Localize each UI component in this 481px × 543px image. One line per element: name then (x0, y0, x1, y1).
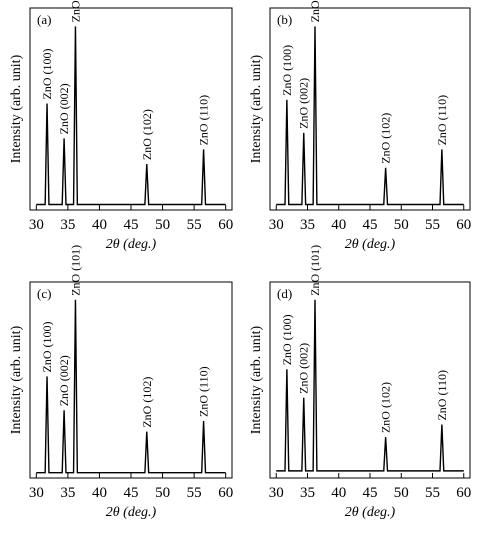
x-tick-label: 45 (363, 217, 378, 233)
x-tick-label: 40 (331, 485, 346, 501)
peak-label: ZnO (101) (308, 245, 322, 296)
x-tick-label: 60 (456, 485, 471, 501)
panel-label: (d) (277, 286, 292, 301)
x-tick-label: 30 (29, 217, 44, 233)
xrd-line (276, 299, 464, 472)
panel-label: (c) (37, 286, 51, 301)
peak-label: ZnO (102) (379, 113, 393, 164)
peak-label: ZnO (102) (140, 109, 154, 160)
xrd-line (36, 26, 226, 206)
x-tick-label: 50 (394, 485, 409, 501)
peak-label: ZnO (002) (57, 355, 71, 406)
x-axis-label: 2θ (deg.) (106, 505, 157, 520)
x-tick-label: 45 (124, 485, 139, 501)
x-tick-label: 50 (155, 217, 170, 233)
x-tick-label: 55 (187, 217, 202, 233)
x-tick-label: 55 (425, 217, 440, 233)
x-tick-label: 60 (218, 217, 233, 233)
peak-label: ZnO (101) (308, 0, 322, 22)
peak-label: ZnO (102) (140, 377, 154, 428)
x-tick-label: 35 (300, 485, 315, 501)
y-axis-label: Intensity (arb. unit) (9, 325, 24, 434)
peak-label: ZnO (102) (379, 382, 393, 433)
x-tick-label: 40 (331, 217, 346, 233)
x-tick-label: 60 (218, 485, 233, 501)
panel: 30 35 40 45 50 55 60 2θ (deg.) Intensity (arb. u… (9, 245, 233, 520)
x-axis-label: 2θ (deg.) (345, 237, 396, 252)
panel: 30 35 40 45 50 55 60 2θ (deg.) Intensity (arb. u… (9, 0, 233, 252)
peak-label: ZnO (110) (197, 95, 211, 146)
x-tick-label: 30 (269, 217, 284, 233)
x-tick-label: 40 (92, 485, 107, 501)
y-axis-label: Intensity (arb. unit) (249, 54, 264, 163)
x-tick-label: 50 (394, 217, 409, 233)
peak-label: ZnO (100) (280, 314, 294, 365)
x-axis-label: 2θ (deg.) (345, 505, 396, 520)
x-tick-label: 60 (456, 217, 471, 233)
peak-label: ZnO (110) (197, 366, 211, 417)
peak-label: ZnO (101) (68, 245, 82, 296)
x-tick-label: 35 (300, 217, 315, 233)
x-tick-label: 50 (155, 485, 170, 501)
peak-label: ZnO (002) (57, 83, 71, 134)
peak-label: ZnO (100) (40, 321, 54, 372)
panel: 30 35 40 45 50 55 60 2θ (deg.) Intensity (arb. u… (249, 0, 471, 252)
x-tick-label: 35 (60, 485, 75, 501)
peak-label: ZnO (110) (435, 95, 449, 146)
panel-label: (a) (37, 12, 51, 27)
y-axis-label: Intensity (arb. unit) (249, 325, 264, 434)
panel: 30 35 40 45 50 55 60 2θ (deg.) Intensity (arb. u… (249, 245, 471, 520)
peak-label: ZnO (110) (435, 370, 449, 421)
peak-label: ZnO (002) (297, 343, 311, 394)
peak-label: ZnO (100) (40, 48, 54, 99)
xrd-line (276, 26, 464, 206)
x-tick-label: 30 (269, 485, 284, 501)
y-axis-label: Intensity (arb. unit) (9, 54, 24, 163)
peak-label: ZnO (002) (297, 78, 311, 129)
x-tick-label: 45 (124, 217, 139, 233)
x-tick-label: 35 (60, 217, 75, 233)
xrd-line (36, 299, 226, 474)
peak-label: ZnO (101) (68, 0, 82, 22)
x-tick-label: 55 (187, 485, 202, 501)
x-tick-label: 40 (92, 217, 107, 233)
x-tick-label: 30 (29, 485, 44, 501)
x-tick-label: 45 (363, 485, 378, 501)
peak-label: ZnO (100) (280, 45, 294, 96)
x-tick-label: 55 (425, 485, 440, 501)
x-axis-label: 2θ (deg.) (106, 237, 157, 252)
panel-label: (b) (277, 12, 292, 27)
